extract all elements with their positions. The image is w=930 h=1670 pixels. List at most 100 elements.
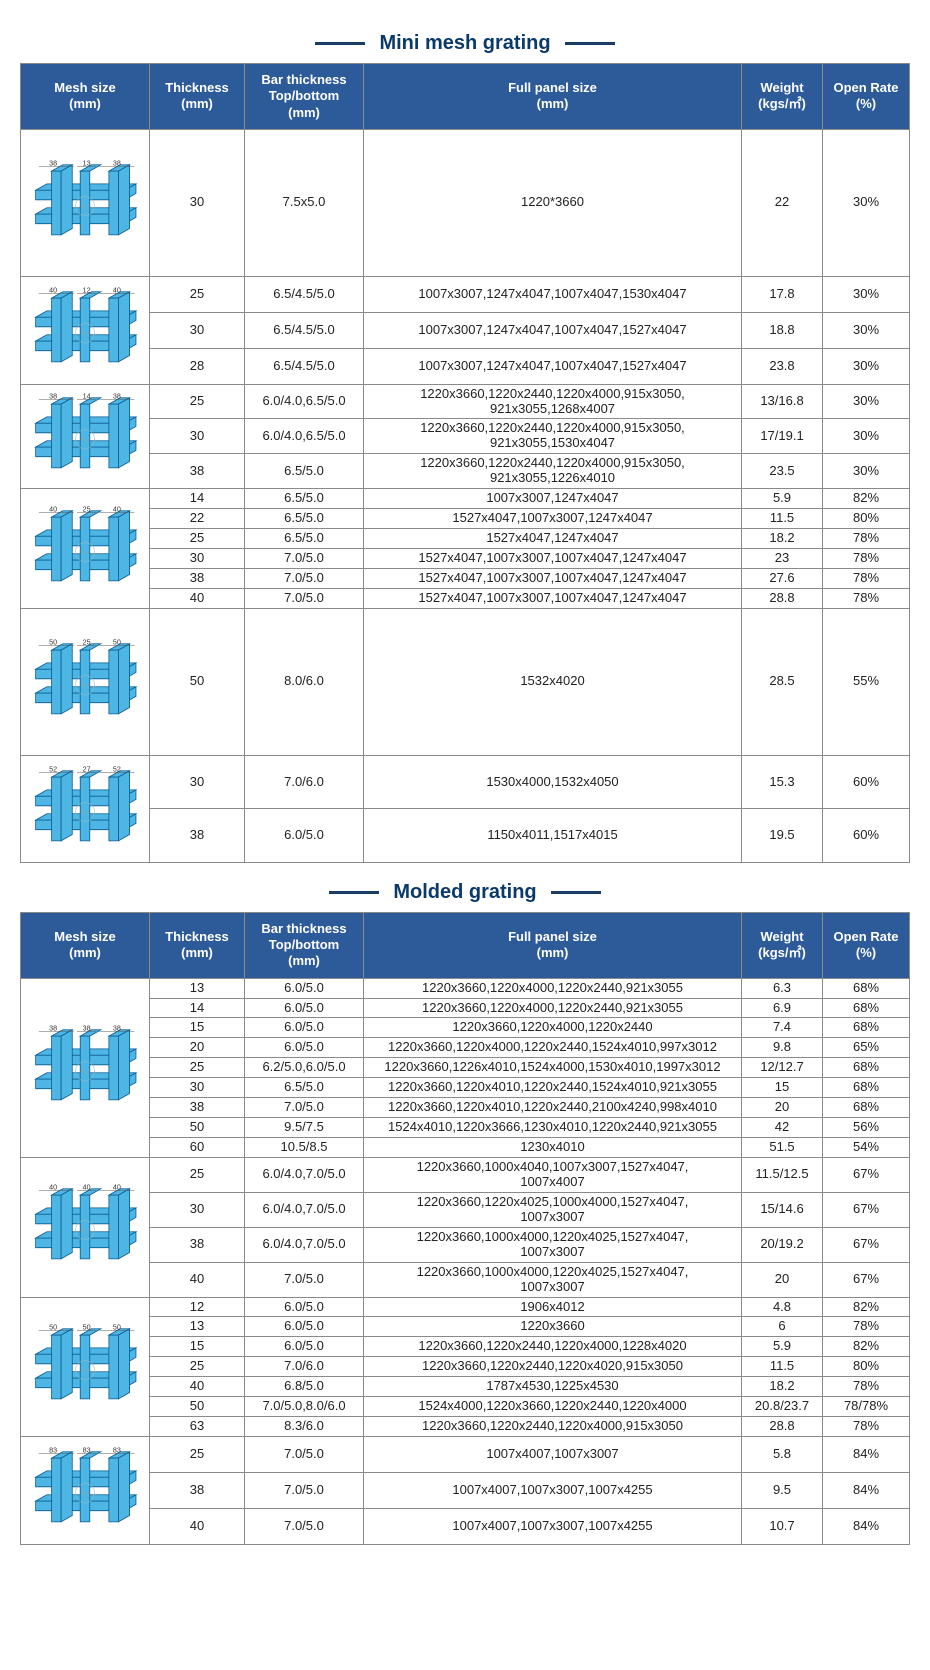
cell-wt: 9.5 bbox=[742, 1473, 823, 1509]
cell-thk: 50 bbox=[150, 1397, 245, 1417]
table-row: YK 50 50 50 126.0/5.01906x40124.882% bbox=[21, 1297, 910, 1317]
hdr-wt: Weight(kgs/㎡) bbox=[742, 64, 823, 130]
table-row: 307.0/5.01527x4047,1007x3007,1007x4047,1… bbox=[21, 549, 910, 569]
cell-bar: 6.5/5.0 bbox=[245, 529, 364, 549]
svg-text:YK: YK bbox=[80, 682, 90, 690]
cell-wt: 18.2 bbox=[742, 1377, 823, 1397]
cell-or: 78% bbox=[823, 1317, 910, 1337]
mesh-image-cell: YK 38 14 38 bbox=[21, 384, 150, 489]
cell-thk: 30 bbox=[150, 1192, 245, 1227]
svg-text:40: 40 bbox=[113, 287, 121, 295]
table-row: YK 38 13 38 307.5x5.01220*36602230% bbox=[21, 129, 910, 276]
cell-panel: 1530x4000,1532x4050 bbox=[364, 755, 742, 809]
cell-bar: 6.0/4.0,6.5/5.0 bbox=[245, 384, 364, 419]
svg-text:38: 38 bbox=[83, 1025, 91, 1033]
mesh-image-cell: YK 50 25 50 bbox=[21, 608, 150, 755]
cell-panel: 1230x4010 bbox=[364, 1138, 742, 1158]
table-row: 407.0/5.01527x4047,1007x3007,1007x4047,1… bbox=[21, 588, 910, 608]
table-row: YK 38 38 38 136.0/5.01220x3660,1220x4000… bbox=[21, 978, 910, 998]
cell-or: 55% bbox=[823, 608, 910, 755]
table-row: 156.0/5.01220x3660,1220x4000,1220x24407.… bbox=[21, 1018, 910, 1038]
cell-wt: 5.8 bbox=[742, 1437, 823, 1473]
cell-wt: 17/19.1 bbox=[742, 419, 823, 454]
cell-wt: 20 bbox=[742, 1262, 823, 1297]
cell-wt: 7.4 bbox=[742, 1018, 823, 1038]
mesh-image-cell: YK 50 50 50 bbox=[21, 1297, 150, 1437]
cell-or: 68% bbox=[823, 1058, 910, 1078]
cell-bar: 6.2/5.0,6.0/5.0 bbox=[245, 1058, 364, 1078]
svg-text:38: 38 bbox=[49, 1025, 57, 1033]
cell-thk: 38 bbox=[150, 1098, 245, 1118]
table-row: 407.0/5.01220x3660,1000x4000,1220x4025,1… bbox=[21, 1262, 910, 1297]
table-row: 509.5/7.51524x4010,1220x3666,1230x4010,1… bbox=[21, 1118, 910, 1138]
table-row: 387.0/5.01220x3660,1220x4010,1220x2440,2… bbox=[21, 1098, 910, 1118]
svg-text:40: 40 bbox=[49, 506, 57, 514]
table-row: 256.2/5.0,6.0/5.01220x3660,1226x4010,152… bbox=[21, 1058, 910, 1078]
svg-text:50: 50 bbox=[113, 639, 121, 647]
cell-panel: 1527x4047,1007x3007,1007x4047,1247x4047 bbox=[364, 549, 742, 569]
cell-wt: 18.8 bbox=[742, 312, 823, 348]
cell-thk: 38 bbox=[150, 1473, 245, 1509]
table-row: 306.0/4.0,7.0/5.01220x3660,1220x4025,100… bbox=[21, 1192, 910, 1227]
cell-panel: 1220x3660,1220x4010,1220x2440,1524x4010,… bbox=[364, 1078, 742, 1098]
mesh-image-cell: YK 38 13 38 bbox=[21, 129, 150, 276]
cell-thk: 30 bbox=[150, 129, 245, 276]
table-row: 136.0/5.01220x3660678% bbox=[21, 1317, 910, 1337]
cell-bar: 6.0/5.0 bbox=[245, 1297, 364, 1317]
cell-panel: 1220x3660,1220x2440,1220x4000,1228x4020 bbox=[364, 1337, 742, 1357]
table-row: 146.0/5.01220x3660,1220x4000,1220x2440,9… bbox=[21, 998, 910, 1018]
cell-bar: 8.0/6.0 bbox=[245, 608, 364, 755]
cell-bar: 7.0/5.0 bbox=[245, 1098, 364, 1118]
cell-or: 67% bbox=[823, 1158, 910, 1193]
cell-bar: 6.5/4.5/5.0 bbox=[245, 276, 364, 312]
cell-or: 68% bbox=[823, 1078, 910, 1098]
mesh-image-cell: YK 40 12 40 bbox=[21, 276, 150, 384]
cell-wt: 27.6 bbox=[742, 568, 823, 588]
svg-text:50: 50 bbox=[83, 1324, 91, 1332]
cell-panel: 1007x3007,1247x4047 bbox=[364, 489, 742, 509]
cell-wt: 42 bbox=[742, 1118, 823, 1138]
cell-bar: 10.5/8.5 bbox=[245, 1138, 364, 1158]
table-row: 387.0/5.01527x4047,1007x3007,1007x4047,1… bbox=[21, 568, 910, 588]
cell-bar: 7.5x5.0 bbox=[245, 129, 364, 276]
svg-text:52: 52 bbox=[49, 766, 57, 774]
cell-wt: 4.8 bbox=[742, 1297, 823, 1317]
svg-text:YK: YK bbox=[80, 203, 90, 211]
svg-text:52: 52 bbox=[113, 766, 121, 774]
cell-bar: 6.0/4.0,7.0/5.0 bbox=[245, 1192, 364, 1227]
cell-wt: 22 bbox=[742, 129, 823, 276]
cell-bar: 7.0/6.0 bbox=[245, 755, 364, 809]
cell-bar: 6.0/4.0,6.5/5.0 bbox=[245, 419, 364, 454]
table-row: 638.3/6.01220x3660,1220x2440,1220x4000,9… bbox=[21, 1417, 910, 1437]
table-row: 386.5/5.01220x3660,1220x2440,1220x4000,9… bbox=[21, 454, 910, 489]
cell-thk: 14 bbox=[150, 489, 245, 509]
cell-thk: 40 bbox=[150, 1262, 245, 1297]
cell-panel: 1007x4007,1007x3007,1007x4255 bbox=[364, 1508, 742, 1544]
cell-panel: 1527x4047,1247x4047 bbox=[364, 529, 742, 549]
cell-thk: 22 bbox=[150, 509, 245, 529]
cell-panel: 1007x3007,1247x4047,1007x4047,1530x4047 bbox=[364, 276, 742, 312]
table-row: 387.0/5.01007x4007,1007x3007,1007x42559.… bbox=[21, 1473, 910, 1509]
mesh-image-cell: YK 83 83 83 bbox=[21, 1437, 150, 1545]
svg-text:40: 40 bbox=[49, 287, 57, 295]
hdr-or: Open Rate(%) bbox=[823, 64, 910, 130]
cell-wt: 12/12.7 bbox=[742, 1058, 823, 1078]
cell-wt: 9.8 bbox=[742, 1038, 823, 1058]
cell-or: 78% bbox=[823, 1417, 910, 1437]
table-row: 306.5/4.5/5.01007x3007,1247x4047,1007x40… bbox=[21, 312, 910, 348]
cell-wt: 51.5 bbox=[742, 1138, 823, 1158]
cell-panel: 1220x3660,1220x4000,1220x2440 bbox=[364, 1018, 742, 1038]
cell-or: 78% bbox=[823, 588, 910, 608]
table-row: 507.0/5.0,8.0/6.01524x4000,1220x3660,122… bbox=[21, 1397, 910, 1417]
cell-thk: 38 bbox=[150, 454, 245, 489]
cell-panel: 1220x3660,1220x4010,1220x2440,2100x4240,… bbox=[364, 1098, 742, 1118]
svg-text:38: 38 bbox=[113, 160, 121, 168]
table-row: 386.0/5.01150x4011,1517x401519.560% bbox=[21, 809, 910, 863]
table-row: 306.0/4.0,6.5/5.01220x3660,1220x2440,122… bbox=[21, 419, 910, 454]
cell-or: 56% bbox=[823, 1118, 910, 1138]
cell-panel: 1220x3660,1220x4000,1220x2440,921x3055 bbox=[364, 978, 742, 998]
cell-or: 60% bbox=[823, 755, 910, 809]
hdr-bar: Bar thicknessTop/bottom(mm) bbox=[245, 64, 364, 130]
cell-bar: 6.0/4.0,7.0/5.0 bbox=[245, 1227, 364, 1262]
cell-thk: 38 bbox=[150, 1227, 245, 1262]
